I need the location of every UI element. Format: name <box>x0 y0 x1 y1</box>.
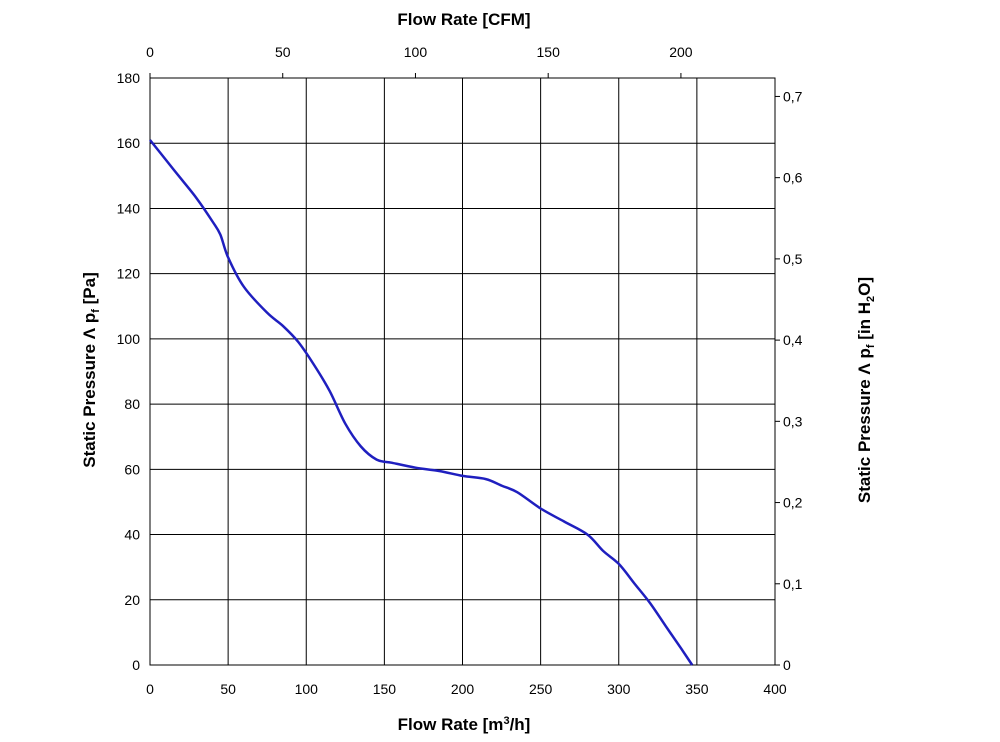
y-left-tick-label: 40 <box>124 527 140 543</box>
x-bottom-tick-label: 350 <box>685 681 709 697</box>
y-right-tick-label: 0,2 <box>783 495 803 511</box>
y-left-tick-label: 120 <box>117 266 141 282</box>
y-left-tick-label: 60 <box>124 461 140 477</box>
x-bottom-tick-label: 200 <box>451 681 475 697</box>
y-left-axis-title: Static Pressure Λ pf [Pa] <box>80 272 102 467</box>
x-top-tick-label: 50 <box>275 44 291 60</box>
y-left-tick-label: 140 <box>117 200 141 216</box>
y-right-axis-title: Static Pressure Λ pf [in H2O] <box>855 277 877 503</box>
y-right-tick-label: 0,6 <box>783 170 803 186</box>
x-bottom-tick-label: 400 <box>763 681 787 697</box>
y-left-tick-label: 20 <box>124 592 140 608</box>
x-top-tick-label: 0 <box>146 44 154 60</box>
y-right-tick-label: 0,3 <box>783 413 803 429</box>
x-top-tick-label: 100 <box>404 44 428 60</box>
y-right-tick-label: 0,5 <box>783 251 803 267</box>
x-bottom-tick-label: 0 <box>146 681 154 697</box>
y-right-tick-label: 0 <box>783 657 791 673</box>
x-bottom-tick-label: 300 <box>607 681 631 697</box>
x-bottom-tick-label: 50 <box>220 681 236 697</box>
y-left-tick-label: 160 <box>117 135 141 151</box>
y-right-tick-label: 0,7 <box>783 88 803 104</box>
x-bottom-tick-label: 250 <box>529 681 553 697</box>
x-top-tick-label: 200 <box>669 44 693 60</box>
y-left-tick-label: 80 <box>124 396 140 412</box>
x-top-tick-label: 150 <box>537 44 561 60</box>
x-bottom-tick-label: 150 <box>373 681 397 697</box>
y-left-tick-label: 100 <box>117 331 141 347</box>
x-bottom-axis-title: Flow Rate [m3/h] <box>398 715 531 734</box>
y-right-tick-label: 0,1 <box>783 576 803 592</box>
plot-area <box>149 77 776 666</box>
x-top-axis-title: Flow Rate [CFM] <box>397 10 530 29</box>
tick-labels: 0 50 100 150 200 250 300 350 400 0 20 40 60 80 100 120 1… <box>117 44 803 697</box>
y-left-tick-label: 180 <box>117 70 141 86</box>
series-line <box>149 139 694 666</box>
x-bottom-tick-label: 100 <box>295 681 319 697</box>
y-left-tick-label: 0 <box>132 657 140 673</box>
y-right-tick-label: 0,4 <box>783 332 803 348</box>
grid-lines <box>149 73 780 666</box>
